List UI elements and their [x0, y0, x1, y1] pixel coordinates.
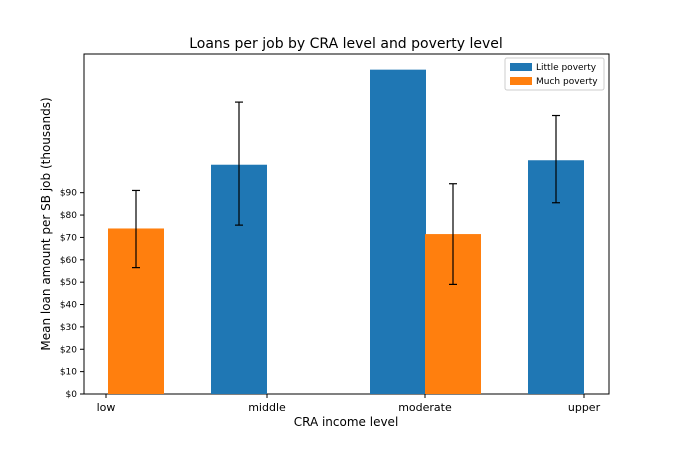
y-tick-label: $70: [60, 233, 77, 243]
y-tick-label: $50: [60, 278, 77, 288]
legend-swatch: [510, 63, 532, 71]
y-tick-label: $60: [60, 256, 77, 266]
legend-label: Little poverty: [536, 63, 597, 73]
bar-little-poverty: [370, 69, 426, 394]
y-tick-label: $80: [60, 211, 77, 221]
y-tick-label: $30: [60, 323, 77, 333]
x-tick-label: low: [97, 401, 116, 414]
x-tick-label: middle: [248, 401, 286, 414]
y-tick-label: $0: [66, 390, 78, 400]
plot-area: $0 $10 $20 $30 $40 $50 $60 $70 $80 $90 low middle mo…: [60, 53, 610, 414]
y-tick-label: $40: [60, 301, 77, 311]
legend-swatch: [510, 77, 532, 85]
y-tick-label: $10: [60, 368, 77, 378]
y-tick-label: $90: [60, 189, 77, 199]
chart-title: Loans per job by CRA level and poverty l…: [189, 36, 503, 52]
legend-label: Much poverty: [536, 77, 598, 87]
axes-frame: [83, 53, 610, 395]
x-tick-label: upper: [568, 401, 601, 414]
x-tick-label: moderate: [398, 401, 452, 414]
y-tick-label: $20: [60, 345, 77, 355]
x-axis-label: CRA income level: [294, 415, 399, 429]
legend: Little poverty Much poverty: [504, 57, 605, 91]
y-axis-label: Mean loan amount per SB job (thousands): [39, 97, 53, 350]
